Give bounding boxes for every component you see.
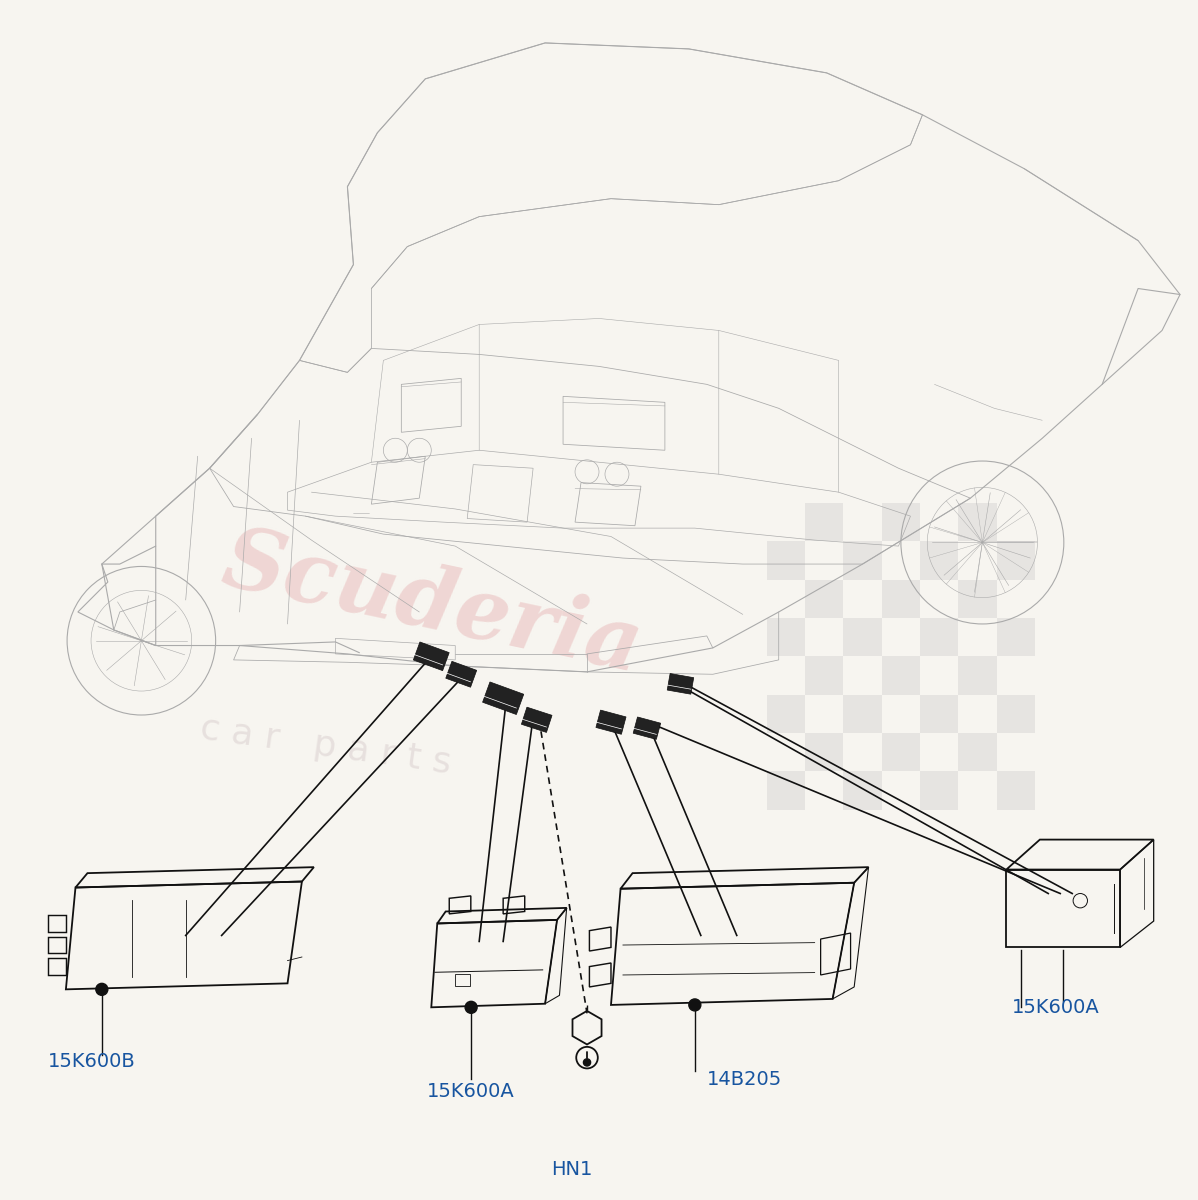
Polygon shape	[634, 716, 660, 739]
Bar	[997, 618, 1035, 656]
Bar	[805, 656, 843, 695]
Bar	[767, 541, 805, 580]
Polygon shape	[667, 673, 694, 694]
Polygon shape	[521, 707, 552, 732]
Bar	[920, 772, 958, 810]
Bar	[882, 580, 920, 618]
Bar	[997, 695, 1035, 733]
Bar	[958, 733, 997, 772]
Bar	[767, 695, 805, 733]
Bar	[843, 772, 882, 810]
Polygon shape	[483, 682, 524, 714]
Bar	[843, 541, 882, 580]
Text: 14B205: 14B205	[707, 1070, 782, 1090]
Bar	[805, 580, 843, 618]
Bar	[767, 772, 805, 810]
Polygon shape	[446, 661, 477, 688]
Bar	[997, 772, 1035, 810]
Bar	[843, 618, 882, 656]
Polygon shape	[413, 642, 449, 671]
Bar	[920, 695, 958, 733]
Text: c a r   p a r t s: c a r p a r t s	[198, 712, 453, 781]
Text: 15K600A: 15K600A	[426, 1082, 514, 1102]
Bar	[805, 503, 843, 541]
Text: Scuderia: Scuderia	[216, 520, 651, 689]
Polygon shape	[595, 710, 627, 734]
Circle shape	[96, 983, 108, 995]
Circle shape	[689, 998, 701, 1010]
Bar	[882, 503, 920, 541]
Bar	[958, 503, 997, 541]
Bar	[958, 656, 997, 695]
Bar	[920, 618, 958, 656]
Text: 15K600B: 15K600B	[48, 1052, 135, 1072]
Bar	[958, 580, 997, 618]
Bar	[805, 733, 843, 772]
Bar	[882, 656, 920, 695]
Bar	[767, 618, 805, 656]
Bar	[997, 541, 1035, 580]
Bar	[920, 541, 958, 580]
Bar	[843, 695, 882, 733]
Circle shape	[583, 1058, 591, 1066]
Text: HN1: HN1	[551, 1160, 593, 1180]
Text: 15K600A: 15K600A	[1012, 998, 1100, 1018]
Circle shape	[465, 1001, 477, 1013]
Bar	[455, 973, 470, 985]
Bar	[882, 733, 920, 772]
